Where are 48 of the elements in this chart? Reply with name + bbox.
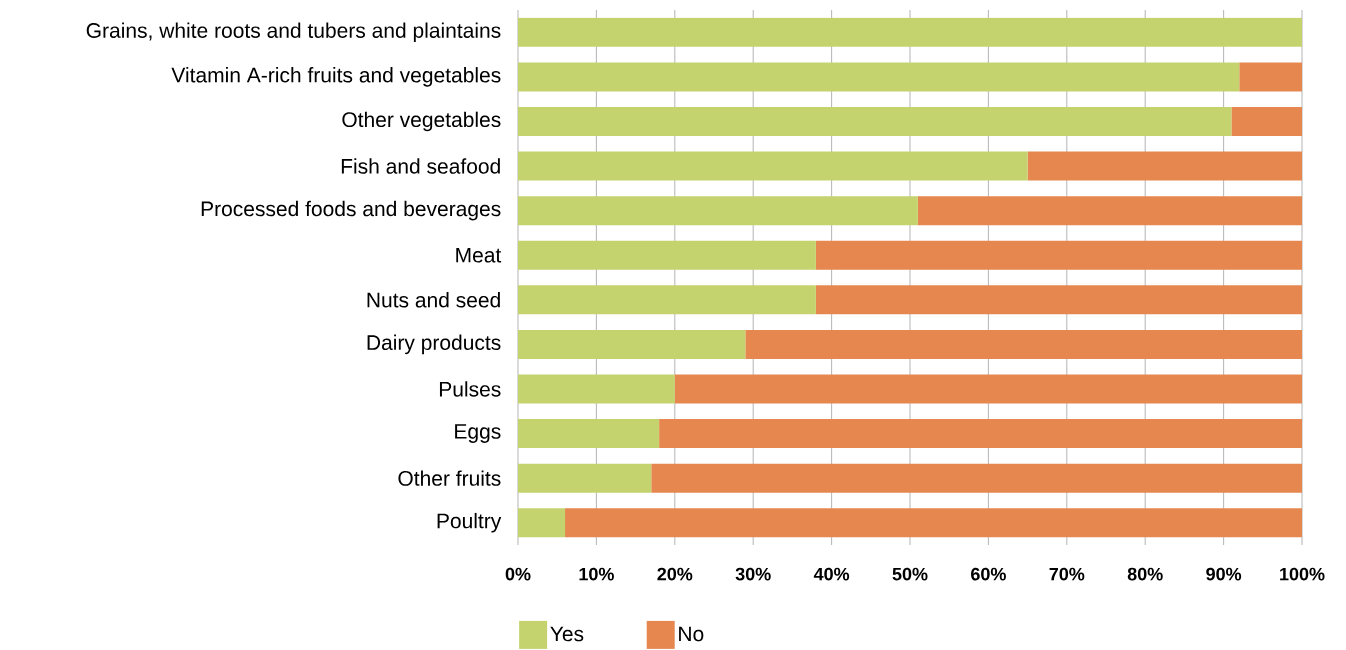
bar — [518, 419, 660, 449]
y-tick-label: Poultry — [437, 512, 502, 533]
bar — [518, 463, 652, 493]
x-tick-label: 70% — [1049, 567, 1085, 581]
y-tick-label: Other fruits — [398, 470, 501, 486]
bar — [917, 196, 1302, 226]
y-tick-label: Meat — [456, 247, 502, 263]
bar — [518, 196, 918, 226]
bar — [518, 374, 675, 404]
legend-label: No — [679, 626, 704, 642]
bar — [1231, 106, 1302, 136]
x-tick-label: 90% — [1206, 567, 1242, 581]
bar — [674, 374, 1302, 404]
bar — [518, 17, 1302, 47]
y-tick-label: Eggs — [455, 424, 501, 443]
x-tick-label: 10% — [579, 567, 614, 581]
bar — [1027, 151, 1302, 181]
bar — [518, 285, 816, 315]
x-tick-label: 0% — [505, 567, 531, 581]
y-tick-label: Dairy products — [367, 334, 501, 355]
y-tick-label: Pulses — [439, 381, 501, 397]
legend-label: Yes — [550, 626, 584, 642]
x-tick-label: 80% — [1127, 567, 1163, 581]
bar — [565, 508, 1302, 538]
x-tick-label: 40% — [813, 567, 850, 581]
bar — [518, 106, 1232, 136]
x-tick-label: 20% — [657, 567, 693, 581]
bar — [651, 463, 1302, 493]
bar — [518, 151, 1028, 181]
x-tick-label: 60% — [971, 567, 1006, 581]
y-tick-label: Nuts and seed — [367, 292, 500, 308]
y-tick-label: Grains, white roots and tubers and plaintains — [86, 22, 501, 43]
x-tick-label: 30% — [735, 567, 771, 581]
bar — [518, 329, 746, 359]
x-tick-label: 100% — [1280, 567, 1325, 581]
y-tick-label: Vitamin A-rich fruits and vegetables — [171, 67, 501, 87]
x-tick-label: 50% — [892, 567, 928, 581]
y-tick-label: Other vegetables — [342, 111, 501, 132]
bar — [1239, 62, 1302, 92]
bar — [815, 240, 1302, 270]
bar — [659, 419, 1302, 449]
y-tick-label: Processed foods and beverages — [201, 200, 501, 221]
bar — [518, 62, 1240, 92]
bar — [518, 508, 566, 538]
bar — [745, 329, 1302, 359]
bar — [518, 240, 816, 270]
y-tick-label: Fish and seafood — [341, 158, 500, 174]
bar — [815, 285, 1302, 315]
